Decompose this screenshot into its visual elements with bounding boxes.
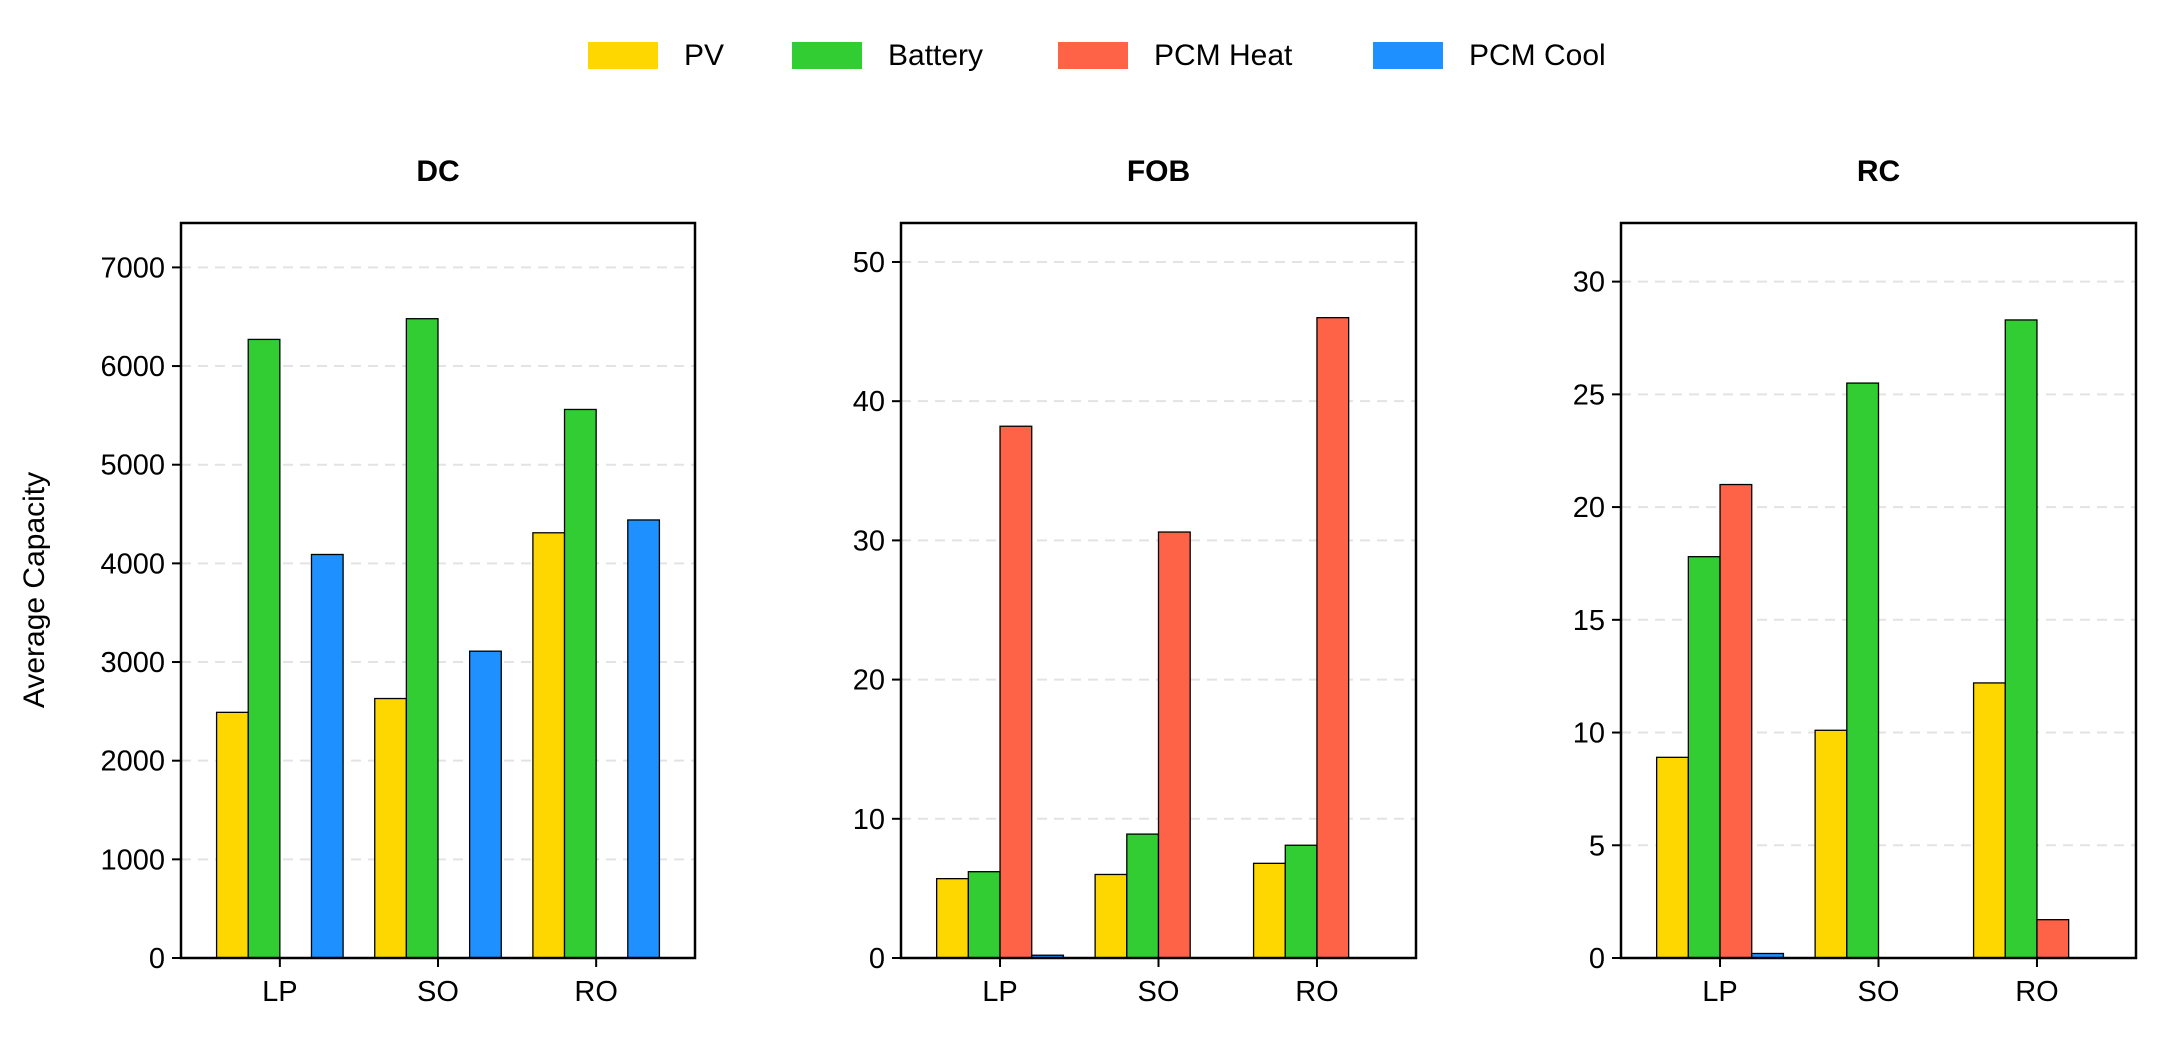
y-tick-label: 4000	[100, 548, 165, 580]
x-tick-label: SO	[417, 976, 459, 1008]
bar-dc-ro-pv	[532, 532, 566, 959]
panel-title: RC	[1857, 155, 1900, 188]
bar-dc-ro-battery	[563, 408, 597, 959]
bar-fob-so-battery	[1126, 833, 1160, 959]
legend-label-pcm-cool: PCM Cool	[1469, 39, 1606, 72]
bar-rc-ro-pv	[1972, 682, 2006, 959]
y-tick-label: 1000	[100, 844, 165, 876]
legend-swatch-pcm-heat	[1058, 42, 1128, 69]
x-tick-label: RO	[2015, 976, 2059, 1008]
y-tick-label: 30	[853, 525, 885, 557]
y-tick-label: 7000	[100, 252, 165, 284]
bar-dc-ro-pcm-cool	[627, 519, 661, 959]
bar-dc-lp-battery	[247, 338, 281, 959]
bar-rc-so-battery	[1846, 382, 1880, 959]
bar-fob-ro-pcm-heat	[1316, 317, 1350, 959]
plot-frame	[1619, 221, 2138, 960]
x-tick-label: SO	[1138, 976, 1180, 1008]
bar-fob-ro-battery	[1284, 844, 1318, 959]
bar-rc-so-pv	[1814, 729, 1848, 959]
x-tick-label: RO	[574, 976, 618, 1008]
x-tick-label: RO	[1295, 976, 1339, 1008]
y-tick-label: 2000	[100, 746, 165, 778]
y-tick-label: 0	[869, 943, 885, 975]
y-tick-label: 40	[853, 386, 885, 418]
y-tick-label: 5000	[100, 450, 165, 482]
y-tick-label: 20	[853, 665, 885, 697]
bar-rc-ro-pcm-heat	[2036, 919, 2070, 959]
y-tick-label: 25	[1573, 379, 1605, 411]
y-tick-label: 6000	[100, 351, 165, 383]
y-tick-label: 5	[1589, 830, 1605, 862]
y-tick-label: 10	[853, 804, 885, 836]
y-tick-label: 10	[1573, 718, 1605, 750]
bar-fob-lp-pv	[936, 878, 969, 959]
y-tick-label: 30	[1573, 267, 1605, 299]
bar-dc-so-battery	[405, 318, 439, 959]
bar-fob-lp-battery	[967, 871, 1001, 959]
legend-label-pv: PV	[684, 39, 724, 72]
bar-dc-lp-pv	[215, 711, 249, 959]
bar-rc-lp-battery	[1687, 556, 1721, 959]
bar-rc-lp-pcm-heat	[1719, 483, 1753, 959]
legend: PV Battery PCM Heat PCM Cool	[588, 39, 1606, 72]
plot-frame	[179, 221, 697, 960]
legend-label-pcm-heat: PCM Heat	[1154, 39, 1293, 72]
bar-dc-so-pcm-cool	[468, 650, 502, 959]
panel-title: FOB	[1127, 155, 1190, 188]
bar-fob-so-pcm-heat	[1157, 531, 1191, 959]
x-tick-label: LP	[262, 976, 297, 1008]
bar-fob-lp-pcm-heat	[999, 425, 1033, 959]
y-tick-label: 3000	[100, 647, 165, 679]
panel-fob: LP SO RO 0 10 20 30 40 50 FOB	[853, 155, 1418, 1008]
plot-frame	[899, 221, 1418, 960]
y-tick-label: 0	[149, 943, 165, 975]
bar-dc-so-pv	[374, 697, 408, 959]
legend-label-battery: Battery	[888, 39, 983, 72]
legend-swatch-pv	[588, 42, 658, 69]
legend-swatch-battery	[792, 42, 862, 69]
x-tick-label: LP	[1702, 976, 1737, 1008]
x-tick-label: LP	[982, 976, 1017, 1008]
y-axis-label: Average Capacity	[18, 472, 51, 708]
bar-fob-so-pv	[1094, 873, 1128, 959]
y-tick-label: 15	[1573, 605, 1605, 637]
panel-title: DC	[416, 155, 459, 188]
legend-swatch-pcm-cool	[1373, 42, 1443, 69]
bar-rc-lp-pv	[1656, 756, 1689, 959]
y-tick-label: 20	[1573, 492, 1605, 524]
bar-dc-lp-pcm-cool	[310, 553, 344, 959]
x-tick-label: SO	[1858, 976, 1900, 1008]
panel-rc: LP SO RO 0 5 10 15 20 25 30 RC	[1573, 155, 2138, 1008]
y-tick-label: 50	[853, 247, 885, 279]
panel-dc: LP SO RO 0 1000 2000 3000 4000 5000 6000 7000 DC	[100, 155, 697, 1008]
y-tick-label: 0	[1589, 943, 1605, 975]
bar-fob-ro-pv	[1252, 862, 1286, 959]
bar-rc-ro-battery	[2004, 319, 2038, 959]
